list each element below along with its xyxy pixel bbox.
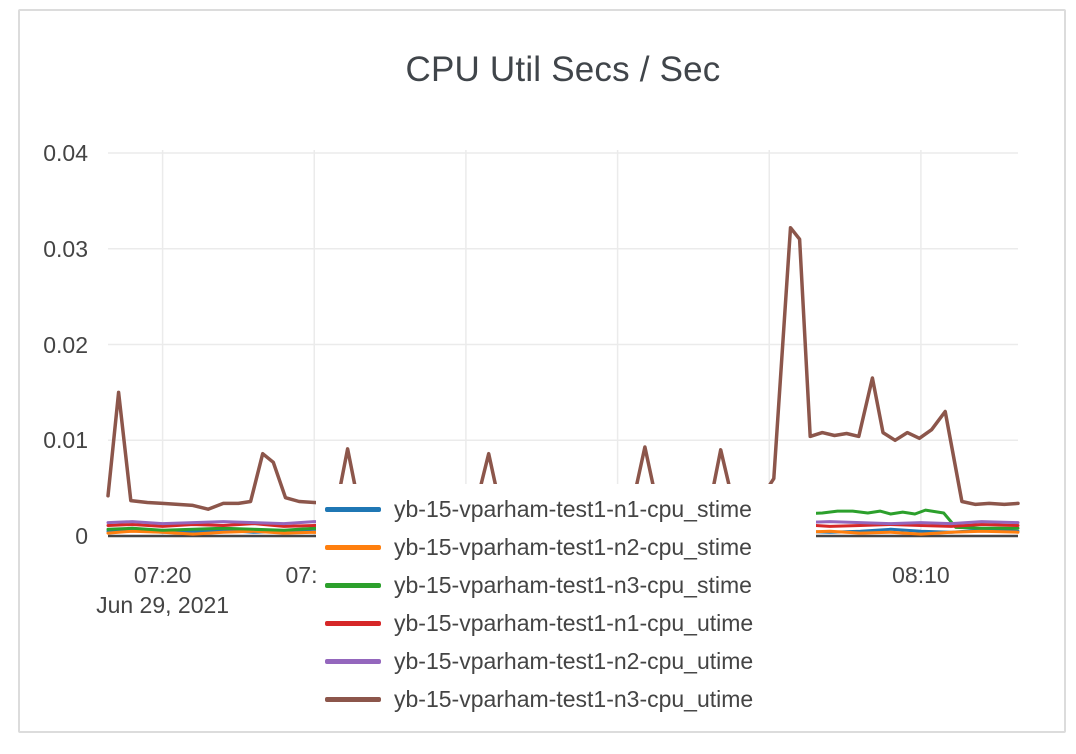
legend-swatch: [325, 620, 381, 626]
y-tick-label: 0.02: [43, 331, 88, 358]
series-line-yb-15-vparham-test1-n3-cpu_utime[interactable]: [106, 225, 1020, 511]
y-tick-label: 0.04: [43, 140, 88, 166]
legend-swatch: [325, 696, 381, 702]
legend: yb-15-vparham-test1-n1-cpu_stime yb-15-vp…: [316, 484, 816, 726]
x-tick-label: 07:20: [133, 562, 192, 588]
legend-item-yb-15-vparham-test1-n3-cpu_stime[interactable]: yb-15-vparham-test1-n3-cpu_stime: [316, 566, 816, 604]
legend-swatch: [325, 544, 381, 550]
legend-label: yb-15-vparham-test1-n1-cpu_utime: [394, 609, 754, 636]
y-tick-label: 0: [75, 523, 88, 549]
legend-label: yb-15-vparham-test1-n3-cpu_stime: [394, 571, 752, 598]
legend-swatch: [325, 658, 381, 664]
legend-label: yb-15-vparham-test1-n1-cpu_stime: [394, 495, 752, 522]
legend-item-yb-15-vparham-test1-n1-cpu_utime[interactable]: yb-15-vparham-test1-n1-cpu_utime: [316, 604, 816, 642]
chart-title: CPU Util Secs / Sec: [405, 50, 721, 89]
legend-swatch: [325, 506, 381, 512]
legend-label: yb-15-vparham-test1-n2-cpu_stime: [394, 533, 752, 560]
legend-item-yb-15-vparham-test1-n3-cpu_utime[interactable]: yb-15-vparham-test1-n3-cpu_utime: [316, 680, 816, 718]
x-tick-label: 08:10: [892, 562, 950, 588]
y-tick-label: 0.03: [43, 235, 88, 262]
legend-item-yb-15-vparham-test1-n1-cpu_stime[interactable]: yb-15-vparham-test1-n1-cpu_stime: [316, 490, 816, 528]
legend-label: yb-15-vparham-test1-n2-cpu_utime: [394, 647, 754, 674]
legend-item-yb-15-vparham-test1-n2-cpu_utime[interactable]: yb-15-vparham-test1-n2-cpu_utime: [316, 642, 816, 680]
x-axis-date-label: Jun 29, 2021: [96, 592, 230, 618]
legend-swatch: [325, 582, 381, 588]
legend-item-yb-15-vparham-test1-n2-cpu_stime[interactable]: yb-15-vparham-test1-n2-cpu_stime: [316, 528, 816, 566]
legend-label: yb-15-vparham-test1-n3-cpu_utime: [394, 685, 754, 712]
y-tick-label: 0.01: [43, 427, 88, 454]
